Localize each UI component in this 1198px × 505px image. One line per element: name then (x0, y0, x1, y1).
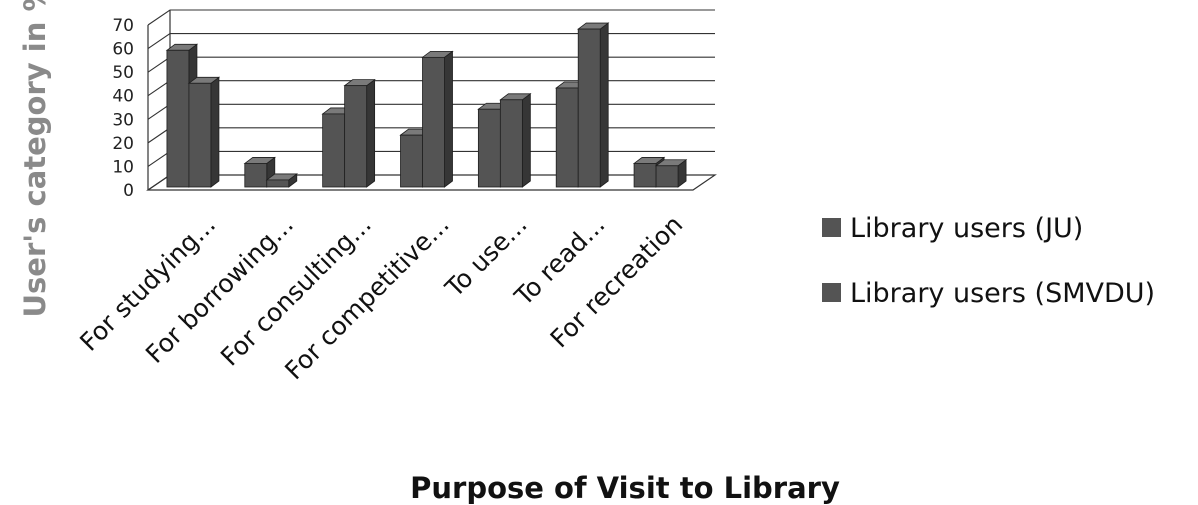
bar-front (244, 163, 268, 188)
category-label: For studying... (74, 210, 221, 357)
legend-swatch-ju (822, 218, 841, 237)
bar-smvdu-7 (654, 158, 688, 188)
bar-front (166, 49, 190, 188)
bar-side (210, 76, 220, 188)
y-tick-label: 70 (112, 16, 134, 36)
bar-side (444, 50, 453, 188)
legend-label-ju: Library users (JU) (850, 213, 1083, 244)
bar-side (599, 22, 609, 188)
y-tick-label: 40 (112, 87, 134, 107)
legend-item-smvdu: Library users (SMVDU) (822, 278, 1155, 309)
y-tick-label: 30 (112, 110, 134, 130)
y-tick-label: 20 (112, 134, 134, 154)
bar-front (633, 163, 657, 188)
category-label: For recreation (545, 210, 689, 354)
bar-front (188, 82, 212, 188)
bar-front (344, 85, 368, 188)
y-tick-label: 50 (112, 63, 134, 83)
bar-front (577, 28, 601, 188)
bars (165, 22, 688, 188)
x-axis-title: Purpose of Visit to Library (410, 471, 840, 505)
bar-smvdu-1 (187, 76, 221, 188)
y-axis-tick-labels: 0 10 20 30 40 50 60 70 (112, 16, 134, 201)
y-tick-label: 0 (123, 181, 134, 201)
bar-smvdu-2 (265, 173, 298, 188)
bar-front (422, 56, 445, 188)
bar-side (366, 78, 376, 188)
gridline-60 (147, 33, 715, 50)
bar-front (499, 99, 523, 188)
bar-smvdu-3 (343, 78, 376, 188)
bar-front (555, 87, 579, 188)
bar-front (322, 113, 346, 188)
bar-smvdu-4 (421, 50, 454, 188)
y-tick-label: 10 (112, 157, 134, 177)
bar-front (400, 134, 423, 188)
bar-side (521, 92, 531, 188)
legend-item-ju: Library users (JU) (822, 213, 1083, 244)
bar-front (655, 165, 679, 188)
legend-swatch-smvdu (822, 283, 841, 302)
bar-front (477, 108, 501, 188)
gridline-70 (147, 9, 715, 26)
bar-smvdu-5 (499, 92, 532, 188)
y-tick-label: 60 (112, 40, 134, 60)
category-label: For borrowing... (140, 210, 299, 369)
legend-label-smvdu: Library users (SMVDU) (850, 278, 1155, 309)
x-axis-category-labels: For studying...For borrowing...For consu… (74, 210, 688, 385)
bar-front (266, 179, 290, 188)
legend: Library users (JU) Library users (SMVDU) (822, 213, 1155, 309)
bar-smvdu-6 (577, 22, 610, 188)
y-axis-title: User's category in % (18, 0, 52, 318)
